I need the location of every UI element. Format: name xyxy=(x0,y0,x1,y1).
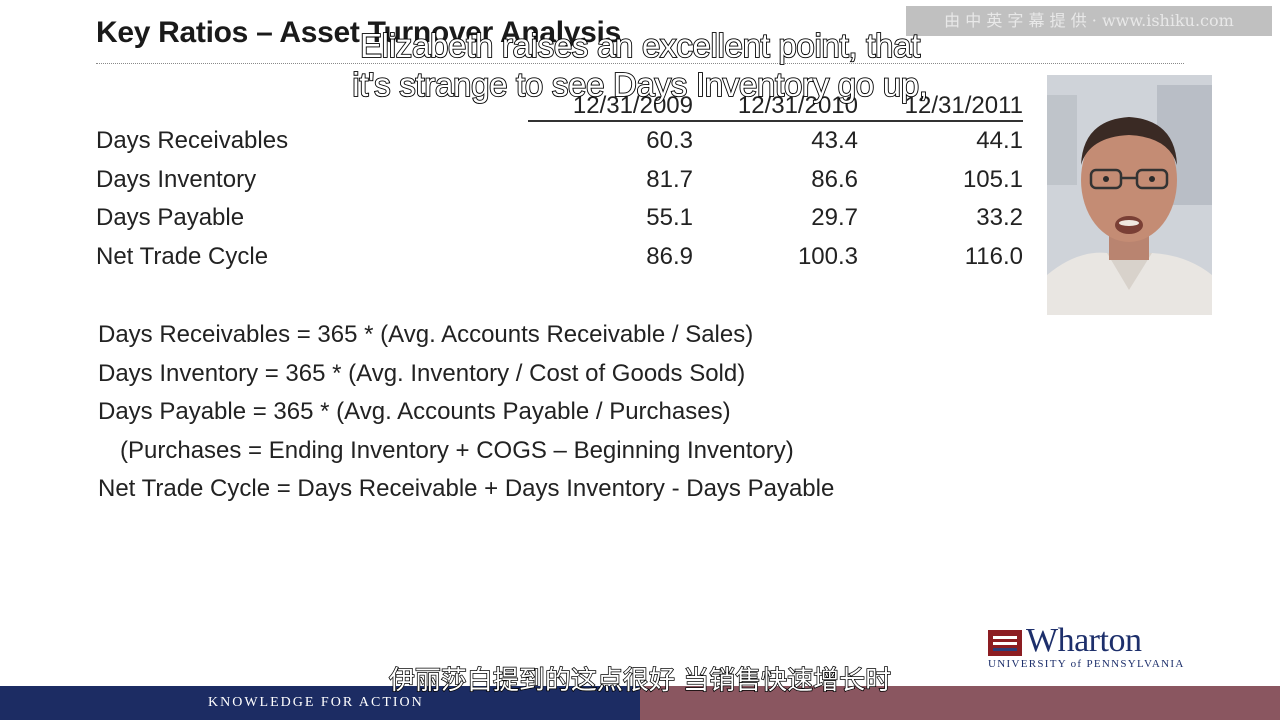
table-row: Days Inventory 81.7 86.6 105.1 xyxy=(96,161,1023,200)
formula-net-trade-cycle: Net Trade Cycle = Days Receivable + Days… xyxy=(98,475,835,502)
row-label: Days Payable xyxy=(96,204,245,232)
caption-chinese: 伊丽莎白提到的这点很好 当销售快速增长时 xyxy=(388,665,892,697)
watermark: 由 中 英 字 幕 提 供 · www.ishiku.com xyxy=(906,6,1272,36)
cell-value: 33.2 xyxy=(976,204,1023,232)
footer-tagline: KNOWLEDGE FOR ACTION xyxy=(208,695,424,710)
ratio-table-header: 12/31/2009 12/31/2010 12/31/2011 xyxy=(96,88,1023,122)
slide-title: Key Ratios – Asset Turnover Analysis xyxy=(96,16,621,49)
cell-value: 86.6 xyxy=(811,165,858,193)
formula-list: Days Receivables = 365 * (Avg. Accounts … xyxy=(98,316,834,509)
cell-value: 29.7 xyxy=(811,204,858,232)
penn-shield-icon xyxy=(988,630,1022,656)
cell-value: 43.4 xyxy=(811,127,858,155)
formula-purchases: (Purchases = Ending Inventory + COGS – B… xyxy=(120,436,794,464)
ratio-table: 12/31/2009 12/31/2010 12/31/2011 Days Re… xyxy=(96,88,1023,276)
logo-subtitle: UNIVERSITY of PENNSYLVANIA xyxy=(988,658,1185,670)
title-divider xyxy=(96,63,1184,64)
formula-days-payable: Days Payable = 365 * (Avg. Accounts Paya… xyxy=(98,398,731,425)
wharton-logo: Wharton UNIVERSITY of PENNSYLVANIA xyxy=(988,622,1188,672)
caption-english-line-1: Elizabeth raises an excellent point, tha… xyxy=(359,26,921,65)
cell-value: 44.1 xyxy=(976,127,1023,155)
column-header-2011: 12/31/2011 xyxy=(858,88,1023,122)
cell-value: 86.9 xyxy=(646,242,693,270)
formula-days-receivables: Days Receivables = 365 * (Avg. Accounts … xyxy=(98,321,754,348)
cell-value: 105.1 xyxy=(962,165,1023,193)
formula-days-inventory: Days Inventory = 365 * (Avg. Inventory /… xyxy=(98,359,746,387)
cell-value: 116.0 xyxy=(964,242,1023,270)
cell-value: 81.7 xyxy=(646,165,693,193)
cell-value: 55.1 xyxy=(646,204,693,232)
column-header-2009: 12/31/2009 xyxy=(528,88,693,122)
cell-value: 60.3 xyxy=(646,127,693,155)
cell-value: 100.3 xyxy=(797,242,858,270)
footer-band-right xyxy=(640,686,1280,720)
presenter-video-icon xyxy=(1047,75,1212,315)
footer-band-left: KNOWLEDGE FOR ACTION xyxy=(0,686,640,720)
row-label: Days Receivables xyxy=(96,126,289,154)
column-header-2010: 12/31/2010 xyxy=(693,88,858,122)
caption-english-line-2: it's strange to see Days Inventory go up… xyxy=(351,65,929,104)
logo-wordmark: Wharton xyxy=(1026,622,1142,659)
table-row: Days Payable 55.1 29.7 33.2 xyxy=(96,199,1023,238)
table-row: Net Trade Cycle 86.9 100.3 116.0 xyxy=(96,238,1023,277)
row-label: Days Inventory xyxy=(96,165,257,193)
table-row: Days Receivables 60.3 43.4 44.1 xyxy=(96,121,1023,161)
row-label: Net Trade Cycle xyxy=(96,242,269,270)
